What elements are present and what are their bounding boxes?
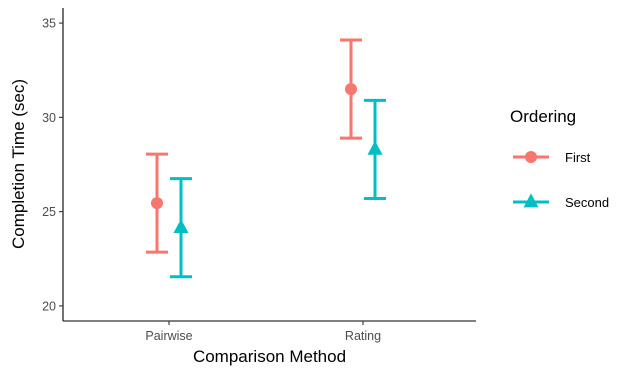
point-marker: [151, 197, 163, 210]
legend-item-second: Second: [513, 193, 609, 210]
point-marker: [367, 140, 383, 155]
legend: Ordering First Second: [510, 107, 609, 210]
legend-marker: [525, 151, 537, 163]
y-tick-label: 25: [42, 205, 56, 219]
legend-label: Second: [565, 195, 609, 210]
y-tick-label: 30: [42, 111, 56, 125]
point-marker: [173, 218, 189, 233]
y-axis-title: Completion Time (sec): [9, 79, 28, 249]
legend-item-first: First: [513, 150, 591, 165]
y-ticks: 20 25 30 35: [42, 17, 63, 313]
x-tick-label: Pairwise: [145, 329, 192, 343]
y-tick-label: 35: [42, 17, 56, 31]
errorbar-second-pairwise: [170, 177, 192, 279]
errorbar-second-rating: [364, 98, 386, 200]
point-marker: [345, 83, 357, 96]
errorbar-first-rating: [340, 38, 362, 140]
legend-marker: [523, 193, 539, 208]
x-tick-label: Rating: [345, 329, 381, 343]
legend-label: First: [565, 150, 591, 165]
legend-title: Ordering: [510, 107, 576, 126]
errorbar-first-pairwise: [146, 152, 168, 254]
x-axis-title: Comparison Method: [193, 347, 346, 366]
marks: [146, 38, 386, 279]
x-ticks: Pairwise Rating: [145, 321, 381, 343]
axes: [62, 8, 476, 322]
y-tick-label: 20: [42, 299, 56, 313]
